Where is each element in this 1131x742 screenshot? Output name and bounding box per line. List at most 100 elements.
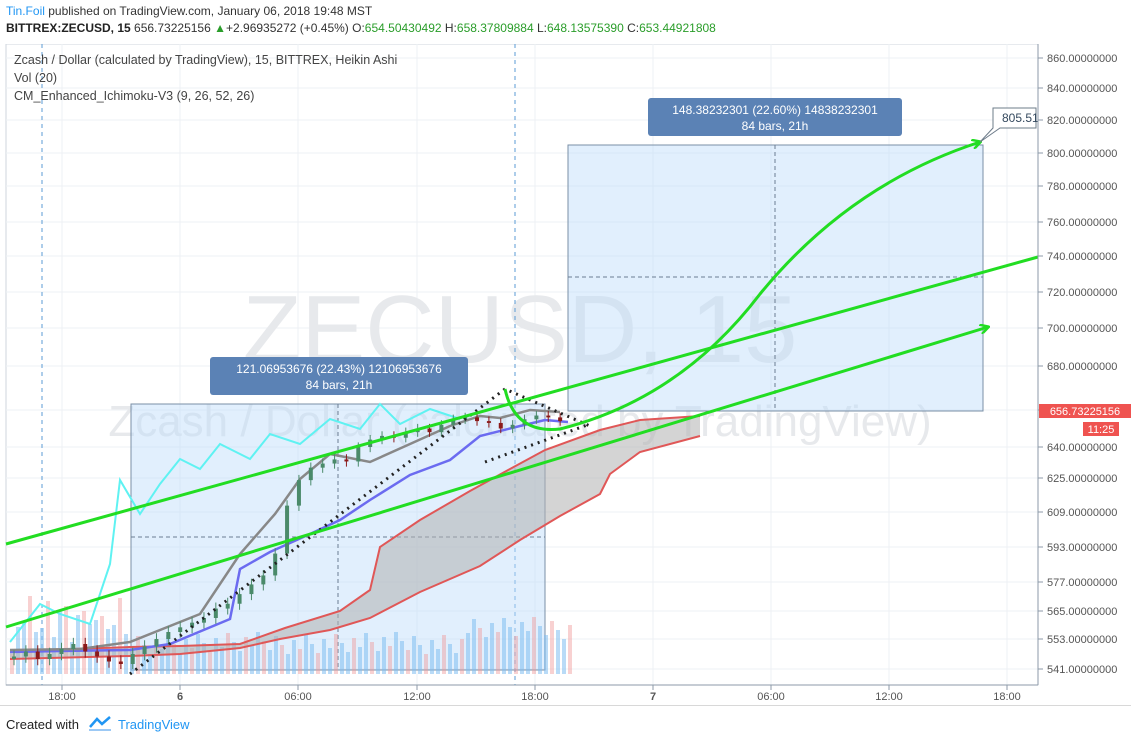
candle-body [510,424,515,429]
volume-bar [220,647,224,674]
volume-bar [430,640,434,674]
candle-body [296,480,301,506]
volume-bar [532,617,536,674]
volume-bar [520,622,524,674]
volume-bar [286,654,290,674]
author-link[interactable]: Tin.Foil [6,4,45,18]
trendline-lower [5,327,988,629]
close-label: C: [627,21,640,35]
y-tick-label: 609.00000000 [1047,507,1117,519]
measure-label-2-line1: 148.38232301 (22.60%) 14838232301 [672,103,878,117]
candle-body [154,639,159,647]
watermark-description: Zcash / Dollar (calculated by TradingVie… [108,397,931,446]
volume-bar [268,650,272,674]
kijun-sen [9,418,569,654]
volume-bar [478,628,482,674]
price-tag [1039,404,1131,418]
volume-bar [562,639,566,674]
volume-bar [316,653,320,674]
volume-bar [154,640,158,674]
volume-bar [274,636,278,674]
volume-bar [538,626,542,674]
x-tick-label: 06:00 [757,691,785,703]
volume-bar [508,627,512,674]
volume-bar [346,652,350,674]
y-tick-label: 720.00000000 [1047,287,1117,299]
candle-body [225,603,230,609]
volume-bar [382,637,386,674]
chikou-span [9,402,461,643]
volume-bar [490,623,494,674]
volume-bar [76,615,80,674]
volume-bar [400,641,404,674]
measure-label-2-line2: 84 bars, 21h [742,119,809,133]
ichimoku-cloud [10,416,700,659]
time-tag [1083,422,1119,436]
volume-bar [214,638,218,674]
y-tick-label: 640.00000000 [1047,442,1117,454]
y-tick-label: 800.00000000 [1047,148,1117,160]
high-value: 658.37809884 [456,21,534,35]
volume-bar [226,633,230,674]
volume-bar [394,632,398,674]
y-tick-label: 700.00000000 [1047,323,1117,335]
volume-bar [298,649,302,674]
x-axis[interactable]: 18:00 6 06:00 12:00 18:00 7 06:00 12:00 18:00 [6,684,1038,703]
volume-bar [466,633,470,674]
y-tick-label: 740.00000000 [1047,251,1117,263]
candle-body [249,584,254,595]
y-tick-label: 577.00000000 [1047,577,1117,589]
y-tick-label: 760.00000000 [1047,217,1117,229]
x-tick-label: 06:00 [284,691,312,703]
volume-bar [454,653,458,674]
price-chart[interactable]: ZECUSD, 15 Zcash / Dollar (calculated by… [0,44,1131,705]
volume-bar [232,642,236,674]
volume-bar [280,645,284,674]
volume-bar [352,638,356,674]
volume-bar [10,654,14,674]
low-value: 648.13575390 [547,21,624,35]
volume-bar [340,643,344,674]
y-tick-label: 593.00000000 [1047,542,1117,554]
volume-bar [460,639,464,674]
volume-bar [262,641,266,674]
publish-text: published on TradingView.com, January 06… [44,4,373,18]
volume-bar [256,632,260,674]
volume-bar [142,645,146,674]
volume-bar [484,637,488,674]
x-tick-label: 6 [177,691,183,703]
volume-bar [406,650,410,674]
volume-bar [292,640,296,674]
high-label: H: [444,21,457,35]
candle-body [356,447,361,462]
tradingview-link[interactable]: TradingView [118,717,190,732]
volume-bar [196,634,200,674]
candle-body [498,422,503,429]
senkou-span-a [9,415,701,652]
volume-bar [526,631,530,674]
chart-header: Tin.Foil published on TradingView.com, J… [0,0,1131,44]
senkou-span-b [9,435,701,660]
trendline-upper [5,255,1039,546]
candle-body [427,428,432,433]
y-axis[interactable]: 860.00000000 840.00000000 820.00000000 800.… [1037,44,1117,685]
candle-body [23,651,28,657]
volume-bar [322,639,326,674]
y-tick-label: 541.00000000 [1047,664,1117,676]
candle-body [95,651,100,657]
candle-body [59,649,64,654]
candle-body [380,435,385,440]
legend-title: Zcash / Dollar (calculated by TradingVie… [14,53,398,67]
measure-label-1-line2: 84 bars, 21h [306,378,373,392]
candle-body [451,419,456,425]
y-tick-label: 840.00000000 [1047,83,1117,95]
volume-bar [148,654,152,674]
legend-indicator[interactable]: CM_Enhanced_Ichimoku-V3 (9, 26, 52, 26) [14,89,255,103]
volume-bar [544,635,548,674]
symbol-label: BITTREX:ZECUSD, 15 [6,21,131,35]
legend-volume[interactable]: Vol (20) [14,71,58,85]
candle-body [213,608,218,618]
target-value: 805.51 [1002,111,1039,125]
volume-bar [328,648,332,674]
y-tick-label: 625.00000000 [1047,473,1117,485]
